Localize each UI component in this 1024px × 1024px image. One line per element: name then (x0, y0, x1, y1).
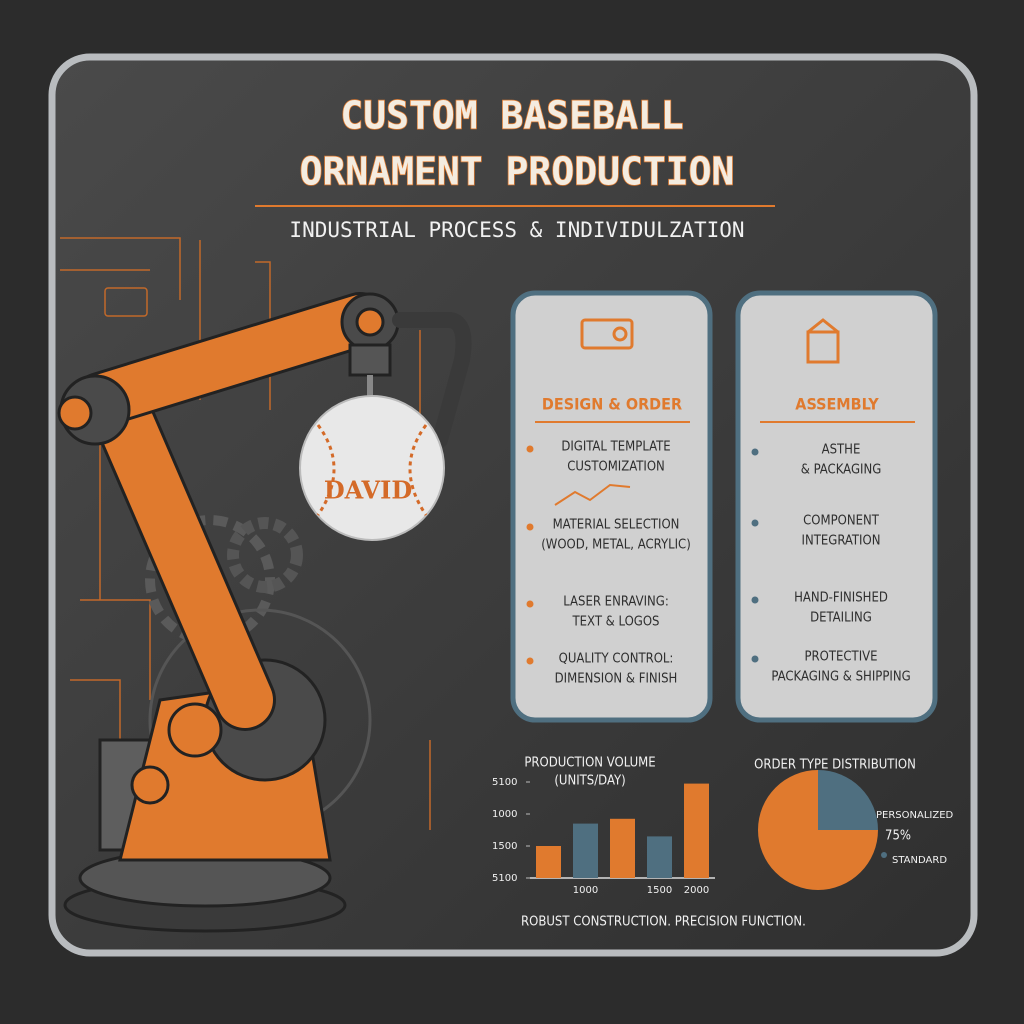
chart-title: PRODUCTION VOLUME (524, 756, 655, 771)
card-item: PACKAGING & SHIPPING (771, 670, 910, 685)
card-item: QUALITY CONTROL: (559, 652, 674, 667)
title-line: CUSTOM BASEBALL (340, 94, 683, 138)
card-item: CUSTOMIZATION (567, 460, 665, 475)
bullet (526, 657, 534, 665)
card-item: ASTHE (822, 443, 861, 458)
y-tick-label: 1000 (492, 809, 517, 820)
y-tick-label: 5100 (492, 873, 517, 884)
card-title: ASSEMBLY (795, 395, 879, 414)
card-item: DIMENSION & FINISH (555, 672, 678, 687)
card-item: INTEGRATION (802, 534, 881, 549)
legend-label: STANDARD (892, 855, 947, 866)
bullet (751, 448, 759, 456)
card-item: HAND-FINISHED (794, 591, 888, 606)
pie-slice (818, 770, 878, 830)
bar (573, 823, 598, 878)
card-item: PROTECTIVE (804, 650, 877, 665)
bar (536, 846, 561, 878)
card-item: & PACKAGING (801, 463, 882, 478)
legend-label: PERSONALIZED (876, 810, 954, 821)
card-item: TEXT & LOGOS (572, 615, 660, 630)
bar (610, 818, 635, 878)
x-tick-label: 1000 (573, 885, 598, 896)
card-title: DESIGN & ORDER (542, 395, 682, 414)
value-label: 75% (885, 829, 911, 844)
y-tick-label: 5100 (492, 777, 517, 788)
ornament-name: DAVID (324, 476, 412, 505)
card-item: COMPONENT (803, 514, 880, 529)
title-line: ORNAMENT PRODUCTION (300, 150, 735, 194)
baseball (299, 395, 445, 541)
card-icon (554, 318, 840, 506)
card (735, 290, 938, 723)
footer: ROBUST CONSTRUCTION. PRECISION FUNCTION. (521, 915, 806, 930)
bullet (526, 600, 534, 608)
bullet (751, 596, 759, 604)
bullet (526, 523, 534, 531)
card-item: MATERIAL SELECTION (553, 518, 680, 533)
card-item: DIGITAL TEMPLATE (561, 440, 670, 455)
robot-arm (57, 292, 472, 933)
subtitle: INDUSTRIAL PROCESS & INDIVIDULZATION (289, 218, 744, 242)
card-item: DETAILING (810, 611, 872, 626)
card (510, 290, 713, 723)
bullet (751, 655, 759, 663)
x-tick-label: 1500 (647, 885, 672, 896)
y-tick-label: 1500 (492, 841, 517, 852)
bullet (526, 445, 534, 453)
bullet (751, 519, 759, 527)
card-item: (WOOD, METAL, ACRYLIC) (541, 538, 691, 553)
bar (647, 836, 672, 878)
card-item: LASER ENRAVING: (563, 595, 669, 610)
legend-dot (881, 852, 887, 858)
pie-slice (758, 770, 878, 890)
x-tick-label: 2000 (684, 885, 709, 896)
chart-title: (UNITS/DAY) (554, 774, 625, 789)
chart-title: ORDER TYPE DISTRIBUTION (754, 758, 916, 773)
bar (684, 783, 709, 878)
